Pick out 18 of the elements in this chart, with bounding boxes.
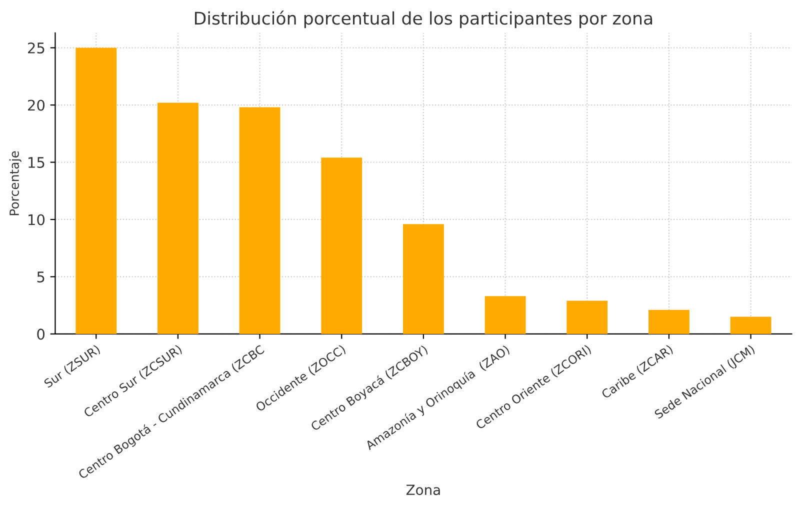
bar [158, 102, 198, 334]
chart-title: Distribución porcentual de los participantes por zona [194, 10, 652, 28]
y-tick-label: 25 [28, 42, 44, 54]
y-tick-label: 0 [37, 328, 45, 340]
y-tick-label: 5 [37, 272, 44, 282]
bar [403, 224, 444, 334]
bar [566, 300, 608, 334]
y-tick-label: 10 [28, 214, 45, 226]
bar [484, 296, 526, 334]
x-axis-title: Zona [406, 484, 440, 496]
bar [239, 107, 280, 334]
bar [730, 316, 772, 334]
y-tick-label: 15 [28, 157, 44, 168]
y-tick-label: 20 [28, 100, 45, 111]
y-axis-title: Porcentaje [9, 151, 22, 216]
bar [321, 158, 362, 334]
bar [76, 48, 117, 334]
bar [648, 310, 690, 334]
